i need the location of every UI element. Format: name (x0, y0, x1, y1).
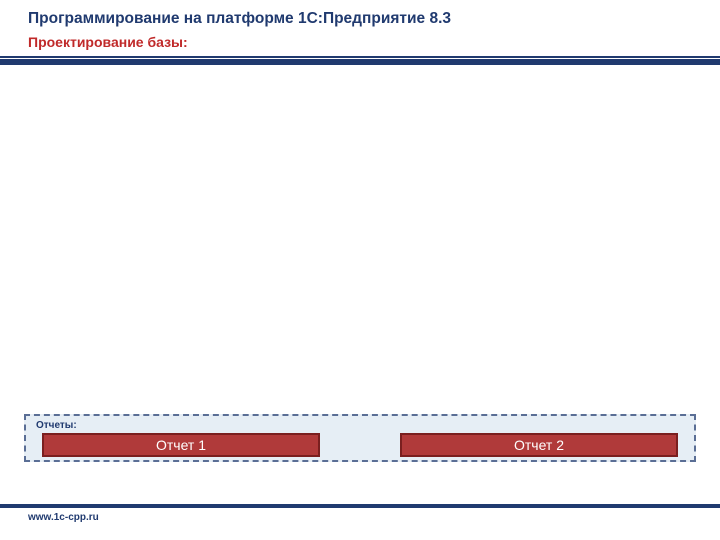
reports-panel-label: Отчеты: (36, 420, 684, 431)
slide: Программирование на платформе 1С:Предпри… (0, 0, 720, 540)
header: Программирование на платформе 1С:Предпри… (0, 0, 720, 50)
page-title: Программирование на платформе 1С:Предпри… (28, 10, 692, 28)
report-box-2: Отчет 2 (400, 433, 678, 457)
divider-bottom (0, 504, 720, 508)
reports-row: Отчет 1 Отчет 2 (36, 433, 684, 457)
report-box-1: Отчет 1 (42, 433, 320, 457)
page-subtitle: Проектирование базы: (28, 34, 692, 50)
reports-panel: Отчеты: Отчет 1 Отчет 2 (24, 414, 696, 462)
divider-top-thick (0, 59, 720, 65)
footer-url: www.1c-cpp.ru (28, 512, 99, 523)
divider-top-thin (0, 56, 720, 58)
